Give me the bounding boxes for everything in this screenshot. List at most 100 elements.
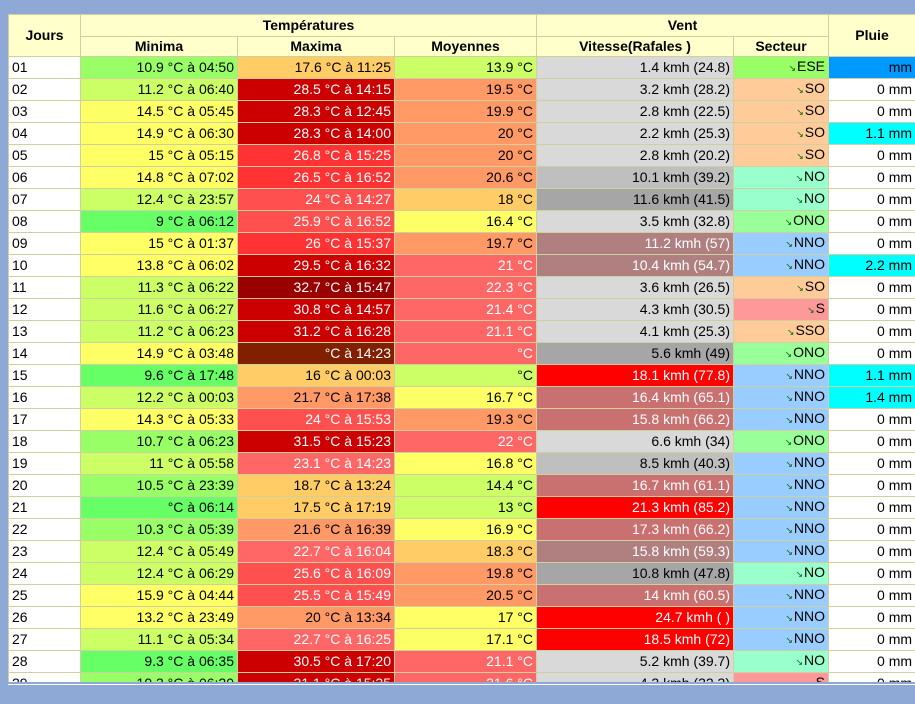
- rain-cell: 0 mm: [829, 145, 915, 167]
- min-temp-cell: 10.5 °C à 23:39: [81, 475, 238, 497]
- avg-temp-cell: °C: [395, 365, 537, 387]
- min-temp-cell: 14.3 °C à 05:33: [81, 409, 238, 431]
- min-temp-cell: 10.3 °C à 06:20: [81, 673, 238, 683]
- wind-direction-arrow-icon: ↘: [785, 477, 793, 496]
- max-temp-cell: 25.9 °C à 16:52: [238, 211, 395, 233]
- wind-sector-cell: ↘S: [734, 673, 829, 683]
- day-cell: 13: [9, 321, 81, 343]
- wind-speed-cell: 2.2 kmh (25.3): [537, 123, 734, 145]
- min-temp-cell: 14.8 °C à 07:02: [81, 167, 238, 189]
- wind-speed-cell: 4.3 kmh (32.3): [537, 673, 734, 683]
- avg-temp-cell: 22 °C: [395, 431, 537, 453]
- max-temp-cell: 22.7 °C à 16:25: [238, 629, 395, 651]
- wind-sector-cell: ↘SO: [734, 277, 829, 299]
- wind-direction-arrow-icon: ↘: [796, 279, 804, 298]
- wind-speed-cell: 4.3 kmh (30.5): [537, 299, 734, 321]
- wind-direction-arrow-icon: ↘: [785, 367, 793, 386]
- min-temp-cell: 11.1 °C à 05:34: [81, 629, 238, 651]
- wind-direction-arrow-icon: ↘: [785, 257, 793, 276]
- rain-cell: 0 mm: [829, 673, 915, 683]
- wind-sector-label: S: [816, 674, 825, 682]
- wind-direction-arrow-icon: ↘: [785, 631, 793, 650]
- min-temp-cell: 14.5 °C à 05:45: [81, 101, 238, 123]
- max-temp-cell: 28.3 °C à 12:45: [238, 101, 395, 123]
- rain-cell: 0 mm: [829, 79, 915, 101]
- max-temp-cell: 18.7 °C à 13:24: [238, 475, 395, 497]
- avg-temp-cell: 19.7 °C: [395, 233, 537, 255]
- max-temp-cell: 31.5 °C à 15:23: [238, 431, 395, 453]
- min-temp-cell: 12.4 °C à 05:49: [81, 541, 238, 563]
- header-temperatures: Températures: [81, 15, 537, 37]
- max-temp-cell: 30.8 °C à 14:57: [238, 299, 395, 321]
- min-temp-cell: 13.8 °C à 06:02: [81, 255, 238, 277]
- max-temp-cell: 31.2 °C à 16:28: [238, 321, 395, 343]
- rain-cell: 0 mm: [829, 607, 915, 629]
- min-temp-cell: 11.2 °C à 06:23: [81, 321, 238, 343]
- wind-sector-label: ONO: [793, 212, 825, 228]
- header-minima: Minima: [81, 37, 238, 57]
- wind-sector-cell: ↘NNO: [734, 475, 829, 497]
- wind-sector-label: SO: [805, 146, 825, 162]
- wind-sector-label: ONO: [793, 344, 825, 360]
- day-cell: 10: [9, 255, 81, 277]
- avg-temp-cell: 16.8 °C: [395, 453, 537, 475]
- avg-temp-cell: 13.9 °C: [395, 57, 537, 79]
- monthly-climate-table: Jours Températures Vent Pluie Minima Max…: [8, 14, 915, 682]
- rain-cell: 0 mm: [829, 563, 915, 585]
- wind-sector-label: NNO: [794, 630, 825, 646]
- wind-sector-cell: ↘NNO: [734, 519, 829, 541]
- day-cell: 18: [9, 431, 81, 453]
- max-temp-cell: 26.8 °C à 15:25: [238, 145, 395, 167]
- table-row: 2910.3 °C à 06:2031.1 °C à 15:3521.6 °C4…: [9, 673, 915, 683]
- wind-sector-cell: ↘NNO: [734, 541, 829, 563]
- rain-cell: 0 mm: [829, 629, 915, 651]
- wind-speed-cell: 24.7 kmh ( ): [537, 607, 734, 629]
- climate-table-container: Jours Températures Vent Pluie Minima Max…: [8, 14, 915, 682]
- wind-sector-cell: ↘SO: [734, 101, 829, 123]
- min-temp-cell: 10.3 °C à 05:39: [81, 519, 238, 541]
- wind-direction-arrow-icon: ↘: [787, 323, 795, 342]
- max-temp-cell: 29.5 °C à 16:32: [238, 255, 395, 277]
- min-temp-cell: 15 °C à 01:37: [81, 233, 238, 255]
- max-temp-cell: 25.5 °C à 15:49: [238, 585, 395, 607]
- wind-sector-label: NNO: [794, 520, 825, 536]
- wind-direction-arrow-icon: ↘: [788, 59, 796, 78]
- day-cell: 05: [9, 145, 81, 167]
- max-temp-cell: 24 °C à 15:53: [238, 409, 395, 431]
- wind-direction-arrow-icon: ↘: [796, 81, 804, 100]
- wind-speed-cell: 18.5 kmh (72): [537, 629, 734, 651]
- wind-direction-arrow-icon: ↘: [796, 147, 804, 166]
- day-cell: 14: [9, 343, 81, 365]
- day-cell: 04: [9, 123, 81, 145]
- min-temp-cell: 11.6 °C à 06:27: [81, 299, 238, 321]
- wind-sector-label: NNO: [794, 410, 825, 426]
- wind-direction-arrow-icon: ↘: [785, 609, 793, 628]
- wind-sector-label: NNO: [794, 454, 825, 470]
- wind-sector-cell: ↘SO: [734, 79, 829, 101]
- avg-temp-cell: 19.3 °C: [395, 409, 537, 431]
- wind-sector-cell: ↘SO: [734, 145, 829, 167]
- wind-sector-label: NNO: [794, 388, 825, 404]
- wind-sector-label: ONO: [793, 432, 825, 448]
- max-temp-cell: 21.6 °C à 16:39: [238, 519, 395, 541]
- avg-temp-cell: 20.6 °C: [395, 167, 537, 189]
- wind-sector-label: SSO: [795, 322, 825, 338]
- header-vitesse: Vitesse(Rafales ): [537, 37, 734, 57]
- wind-direction-arrow-icon: ↘: [785, 213, 793, 232]
- day-cell: 07: [9, 189, 81, 211]
- max-temp-cell: 30.5 °C à 17:20: [238, 651, 395, 673]
- rain-cell: 0 mm: [829, 233, 915, 255]
- wind-speed-cell: 15.8 kmh (59.3): [537, 541, 734, 563]
- rain-cell: 1.1 mm: [829, 123, 915, 145]
- max-temp-cell: 23.1 °C à 14:23: [238, 453, 395, 475]
- day-cell: 21: [9, 497, 81, 519]
- min-temp-cell: 15 °C à 05:15: [81, 145, 238, 167]
